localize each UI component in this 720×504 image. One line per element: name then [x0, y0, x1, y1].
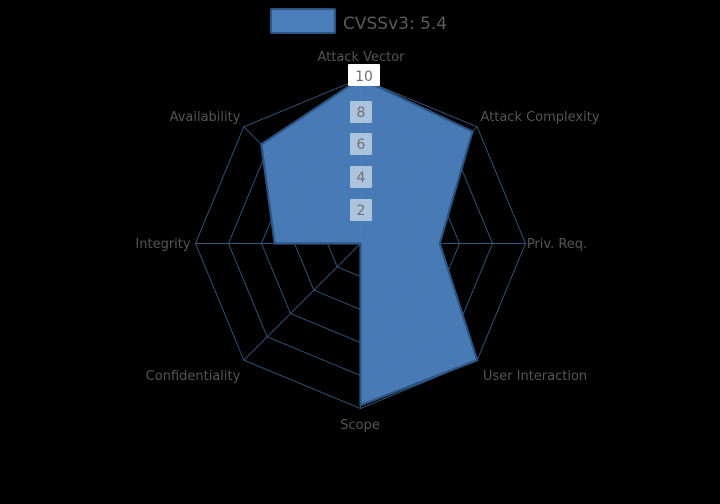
tick-10-background — [348, 64, 380, 86]
axis-label-attack-vector: Attack Vector — [317, 50, 405, 65]
axis-label-attack-complexity: Attack Complexity — [480, 110, 599, 125]
series-polygon-0 — [260, 77, 479, 407]
tick-2-background — [350, 199, 372, 221]
chart-legend[interactable]: CVSSv3: 5.4 — [270, 8, 447, 34]
tick-label-4: 4 — [357, 170, 366, 186]
legend-color-swatch — [270, 8, 336, 34]
tick-6-background — [350, 133, 372, 155]
axis-label-priv-req: Priv. Req. — [527, 237, 587, 252]
axis-category-labels: Attack Vector Attack Complexity Priv. Re… — [135, 50, 599, 433]
axis-label-availability: Availability — [170, 110, 241, 125]
radar-series-group — [260, 77, 479, 407]
grid-spoke-5 — [243, 243, 361, 361]
legend-entry-label: CVSSv3: 5.4 — [343, 14, 447, 34]
tick-label-6: 6 — [357, 137, 366, 153]
axis-label-user-interaction: User Interaction — [483, 369, 587, 384]
axis-label-integrity: Integrity — [135, 237, 190, 252]
axis-label-confidentiality: Confidentiality — [146, 369, 241, 384]
radial-tick-labels: 2 4 6 8 10 — [348, 64, 380, 221]
tick-label-2: 2 — [357, 203, 366, 219]
tick-4-background — [350, 166, 372, 188]
tick-label-10: 10 — [355, 69, 373, 85]
tick-label-8: 8 — [357, 105, 366, 121]
tick-8-background — [350, 101, 372, 123]
axis-label-scope: Scope — [340, 418, 380, 433]
